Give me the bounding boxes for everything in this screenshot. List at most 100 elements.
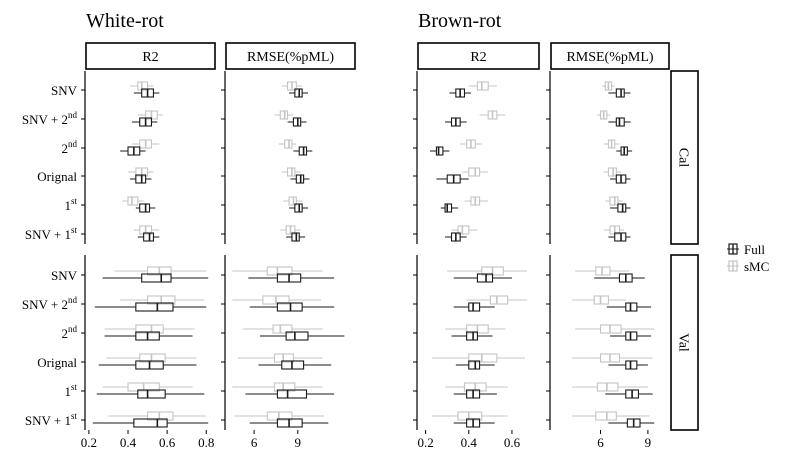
strip-header-box [225,42,356,70]
box-smc [432,353,525,363]
box-full [289,88,308,98]
box-full [610,203,631,213]
box-smc [238,353,323,363]
box-iqr [468,167,481,177]
box-iqr [457,225,470,235]
row-label-base: 2 [62,326,69,341]
x-tick-label: 6 [597,435,604,450]
row-label-superscript: nd [68,324,78,334]
x-tick-label: 0.6 [504,435,521,450]
row-label-superscript: st [71,411,78,421]
panel-title: White-rot [86,10,164,32]
box-full [608,88,631,98]
box-smc [603,139,620,149]
box-iqr [466,331,478,341]
row-label-base: SNV [51,268,78,283]
box-smc [575,266,629,276]
row-label: 2nd [62,139,78,156]
box-full [248,273,335,283]
box-iqr [468,302,481,312]
row-label-base: SNV + 1 [25,227,71,242]
box-smc [572,411,650,421]
box-iqr [147,411,174,421]
x-tick-label: 9 [645,435,652,450]
facet-row-strip [670,70,699,245]
box-full [287,117,307,127]
box-full [92,418,209,428]
box-iqr [266,266,293,276]
box-smc [280,225,301,235]
row-label-superscript: nd [68,295,78,305]
box-full [289,203,308,213]
row-label-base: Orignal [37,169,77,184]
box-full [133,88,160,98]
box-iqr [135,324,164,334]
facet-row-label: Val [676,333,691,352]
box-full [245,389,335,399]
row-label: SNV + 2nd [22,295,78,312]
panel-0: White-rot R2 0.2 0.4 0.6 0.8 RMSE(%pML) 6 9 SNV SN… [22,10,356,450]
box-iqr [444,203,453,213]
box-full [120,146,146,156]
box-full [259,331,345,341]
box-smc [451,225,478,235]
box-iqr [476,81,489,91]
box-iqr [139,203,151,213]
row-label: SNV [51,268,78,283]
box-smc [572,353,653,363]
box-full [453,418,495,428]
box-full [608,232,631,242]
box-smc [572,295,626,305]
legend-label: Full [744,242,765,257]
box-smc [281,81,303,91]
box-smc [283,196,303,206]
box-smc [104,324,195,334]
box-smc [460,139,482,149]
strip-header-label: R2 [470,50,486,65]
box-smc [133,225,160,235]
facet-row-strip [670,254,699,431]
row-label: Orignal [37,355,77,370]
box-full [440,203,458,213]
box-smc [602,81,615,91]
row-label-superscript: nd [68,110,78,120]
box-iqr [139,353,166,363]
row-label: SNV + 1st [25,225,78,242]
box-iqr [127,196,139,206]
box-iqr [285,331,309,341]
box-full [129,174,152,184]
box-smc [479,110,506,120]
box-full [293,146,313,156]
row-label-base: SNV [51,83,78,98]
legend: Full sMC [727,242,769,274]
box-smc [462,167,489,177]
box-full [290,174,310,184]
box-full [449,88,471,98]
row-label: 1st [64,196,77,213]
strip-header-box [417,42,540,70]
row-label-superscript: st [71,382,78,392]
box-smc [464,196,489,206]
box-full [429,146,450,156]
row-label-base: SNV + 2 [22,297,68,312]
box-full [616,146,633,156]
panel-title: Brown-rot [418,10,502,32]
box-smc [108,411,207,421]
box-full [137,232,160,242]
box-iqr [133,418,168,428]
row-label: SNV [51,83,78,98]
row-label-base: SNV + 2 [22,112,68,127]
box-iqr [489,295,509,305]
box-iqr [468,360,481,370]
x-tick-label: 0.6 [159,435,176,450]
box-iqr [457,411,483,421]
strip-header-label: RMSE(%pML) [566,50,653,65]
box-iqr [435,146,444,156]
box-full [453,302,495,312]
box-smc [233,411,324,421]
row-label-superscript: st [71,196,78,206]
box-full [605,389,653,399]
box-full [135,203,156,213]
box-smc [274,110,294,120]
